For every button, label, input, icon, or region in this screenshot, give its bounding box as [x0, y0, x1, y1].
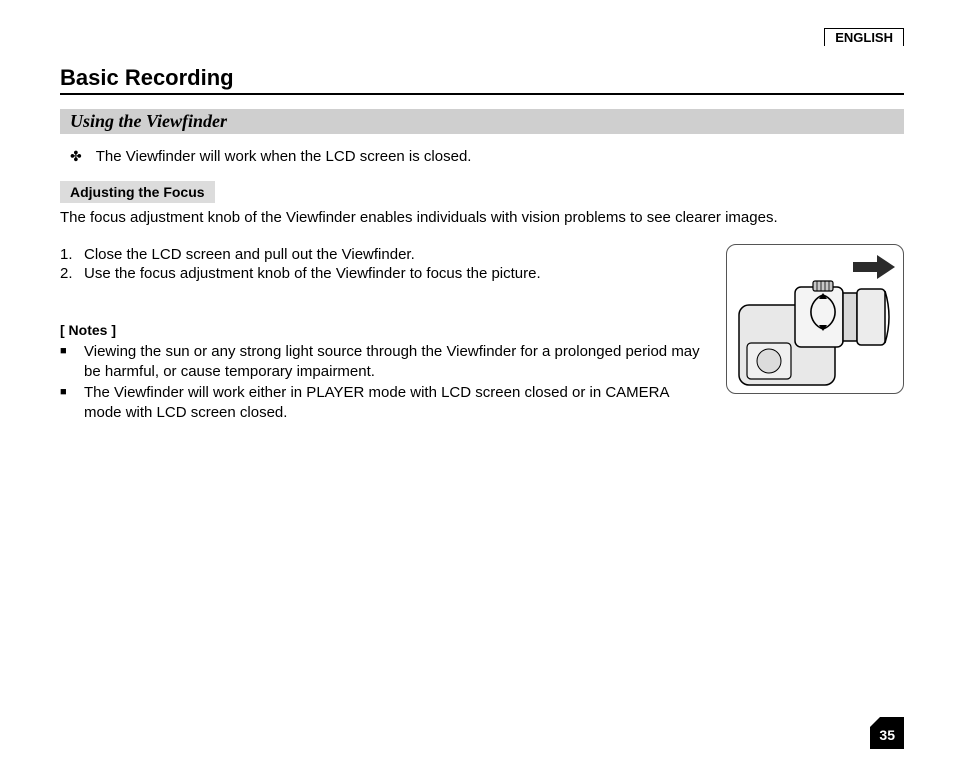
note-item: ■ Viewing the sun or any strong light so…: [60, 342, 708, 381]
step-item: 1. Close the LCD screen and pull out the…: [60, 246, 708, 263]
note-text: Viewing the sun or any strong light sour…: [84, 342, 708, 381]
maltese-bullet-icon: ✤: [70, 148, 82, 165]
steps-list: 1. Close the LCD screen and pull out the…: [60, 246, 708, 282]
sub-heading: Adjusting the Focus: [60, 181, 215, 203]
note-text: The Viewfinder will work either in PLAYE…: [84, 383, 708, 422]
notes-label: [ Notes ]: [60, 322, 708, 338]
viewfinder-intro-row: ✤ The Viewfinder will work when the LCD …: [70, 148, 904, 165]
arrow-right-icon: [853, 255, 895, 279]
page-title: Basic Recording: [60, 65, 904, 93]
viewfinder-diagram: [726, 244, 904, 394]
square-bullet-icon: ■: [60, 383, 84, 422]
section-heading: Using the Viewfinder: [60, 109, 904, 134]
notes-list: ■ Viewing the sun or any strong light so…: [60, 342, 708, 422]
viewfinder-intro-text: The Viewfinder will work when the LCD sc…: [96, 148, 472, 165]
page-number: 35: [879, 727, 895, 743]
note-item: ■ The Viewfinder will work either in PLA…: [60, 383, 708, 422]
step-number: 1.: [60, 246, 84, 263]
step-text: Close the LCD screen and pull out the Vi…: [84, 246, 415, 263]
step-number: 2.: [60, 265, 84, 282]
square-bullet-icon: ■: [60, 342, 84, 381]
language-tag: ENGLISH: [824, 28, 904, 46]
content-row: 1. Close the LCD screen and pull out the…: [60, 246, 904, 424]
title-rule: [60, 93, 904, 95]
step-item: 2. Use the focus adjustment knob of the …: [60, 265, 708, 282]
left-column: 1. Close the LCD screen and pull out the…: [60, 246, 726, 424]
step-text: Use the focus adjustment knob of the Vie…: [84, 265, 541, 282]
camcorder-viewfinder-icon: [737, 279, 893, 387]
focus-intro-text: The focus adjustment knob of the Viewfin…: [60, 209, 904, 226]
